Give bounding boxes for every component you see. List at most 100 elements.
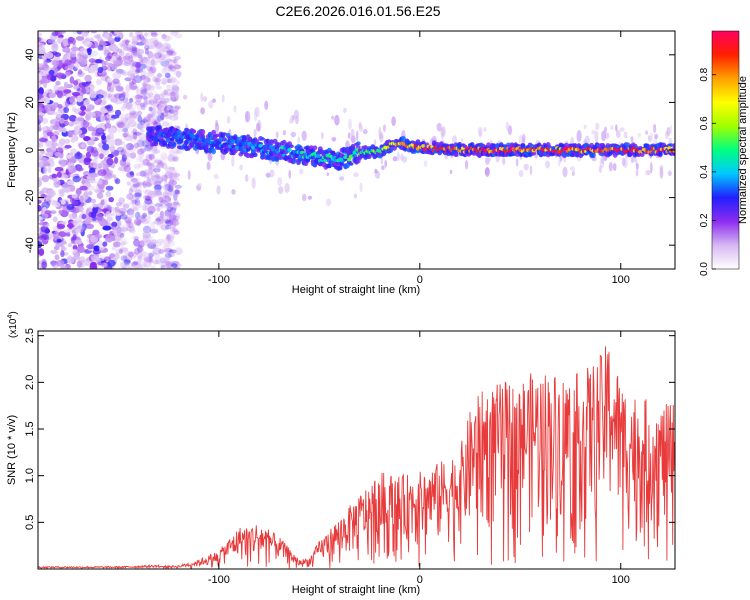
heatmap-cell [129, 152, 137, 159]
heatmap-cell [77, 69, 83, 75]
heatmap-cell [142, 212, 148, 218]
heatmap-cell [104, 122, 112, 129]
heatmap-cell [122, 266, 131, 269]
heatmap-cell [111, 246, 117, 251]
heatmap-cell [122, 91, 130, 99]
heatmap-cell [245, 174, 249, 183]
heatmap-cell [58, 138, 66, 146]
heatmap-cell [90, 211, 97, 218]
heatmap-cell [38, 32, 42, 38]
heatmap-cell [605, 143, 611, 148]
heatmap-cell [123, 149, 130, 157]
heatmap-cell [129, 47, 138, 54]
heatmap-cell [154, 253, 161, 262]
heatmap-cell [85, 151, 92, 159]
heatmap-cell [169, 109, 175, 114]
heatmap-cell [132, 131, 138, 140]
heatmap-cell [167, 240, 176, 247]
heatmap-cell [337, 165, 343, 171]
heatmap-cell [171, 204, 178, 211]
y-tick-label: -40 [24, 237, 36, 253]
heatmap-cell [164, 72, 171, 79]
heatmap-cell [75, 116, 84, 124]
heatmap-cell [50, 210, 56, 215]
heatmap-cell [118, 237, 127, 244]
heatmap-cell [131, 95, 138, 100]
heatmap-cell [356, 130, 359, 142]
heatmap-cell [97, 255, 106, 262]
heatmap-cell [166, 49, 174, 56]
heatmap-cell [163, 99, 169, 104]
heatmap-cell [122, 132, 128, 138]
heatmap-cell [118, 69, 127, 75]
y-tick-label: 0 [24, 147, 36, 153]
heatmap-cell [615, 124, 618, 132]
heatmap-cell [76, 165, 83, 172]
heatmap-cell [204, 144, 209, 150]
heatmap-cell [112, 229, 118, 235]
heatmap-cell [171, 220, 180, 226]
heatmap-cell [134, 192, 142, 198]
heatmap-cell [163, 42, 169, 50]
heatmap-cell [173, 58, 179, 66]
heatmap-cell [150, 31, 157, 36]
heatmap-cell [78, 205, 84, 213]
heatmap-cell [142, 158, 150, 166]
heatmap-cell [161, 260, 170, 267]
heatmap-cell [135, 61, 140, 70]
heatmap-cell [139, 170, 147, 177]
heatmap-cell [149, 193, 157, 198]
heatmap-cell [138, 156, 144, 163]
heatmap-cell [138, 181, 144, 186]
heatmap-cell [114, 93, 123, 99]
heatmap-cell [630, 136, 634, 143]
heatmap-cell [155, 188, 163, 193]
heatmap-cell [164, 252, 172, 259]
heatmap-cell [200, 92, 204, 102]
heatmap-cell [156, 239, 165, 244]
heatmap-cell [122, 103, 130, 108]
heatmap-cell [649, 132, 653, 141]
heatmap-cell [129, 265, 134, 269]
heatmap-cell [148, 92, 154, 98]
heatmap-cell [43, 166, 48, 175]
heatmap-cell [80, 143, 86, 149]
heatmap-cell [239, 164, 243, 171]
colorbar [711, 30, 740, 270]
heatmap-cell [134, 86, 140, 92]
heatmap-cell [149, 162, 155, 168]
heatmap-cell [157, 193, 165, 201]
heatmap-cell [119, 241, 126, 246]
heatmap-cell [284, 182, 290, 194]
heatmap-cell [131, 52, 139, 56]
heatmap-cell [63, 106, 69, 114]
heatmap-cell [183, 94, 188, 100]
heatmap-cell [170, 182, 175, 188]
heatmap-cell [125, 44, 133, 51]
heatmap-cell [170, 220, 177, 229]
heatmap-cell [158, 217, 168, 225]
heatmap-cell [55, 120, 60, 127]
heatmap-cell [38, 37, 42, 43]
heatmap-cell [58, 188, 65, 195]
heatmap-cell [142, 86, 151, 91]
heatmap-cell [129, 251, 137, 259]
heatmap-cell [158, 54, 167, 61]
heatmap-cell [75, 228, 81, 234]
heatmap-cell [170, 83, 178, 91]
heatmap-cell [142, 76, 151, 83]
heatmap-cell [563, 142, 569, 149]
heatmap-cell [483, 126, 487, 133]
colorbar-tick-label: 0.4 [699, 164, 710, 178]
heatmap-cell [114, 178, 121, 185]
heatmap-cell [160, 152, 168, 160]
heatmap-cell [79, 47, 88, 56]
heatmap-cell [162, 113, 170, 119]
heatmap-cell [128, 194, 137, 202]
heatmap-cell [129, 65, 135, 73]
heatmap-cell [125, 194, 133, 200]
heatmap-cell [130, 73, 135, 81]
heatmap-cell [123, 46, 131, 51]
heatmap-cell [152, 40, 159, 47]
heatmap-cell [144, 204, 150, 211]
